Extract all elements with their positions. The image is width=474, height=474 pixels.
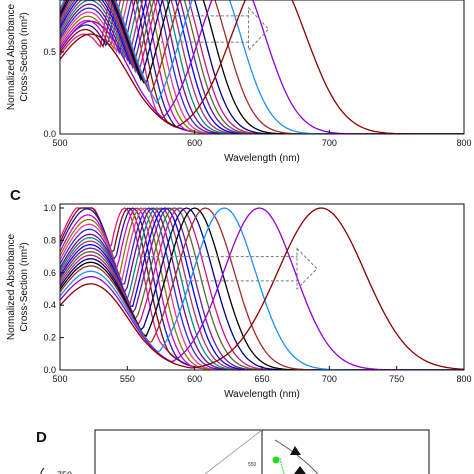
x-tick-label: 600: [187, 138, 202, 148]
x-tick-label: 600: [187, 374, 202, 384]
series-line: [60, 0, 464, 134]
x-tick-label: 700: [322, 374, 337, 384]
y-tick-label: 0.0: [43, 129, 56, 139]
x-tick-label: 800: [456, 138, 471, 148]
x-tick-label: 700: [322, 138, 337, 148]
inset-triangle-marker: [290, 446, 301, 455]
y-tick-label: 0.0: [43, 365, 56, 375]
series-line: [60, 207, 464, 370]
plot-frame: [59, 0, 465, 135]
x-tick-label: 750: [389, 374, 404, 384]
y-axis-label-line1: Normalized Absorbance: [6, 233, 17, 340]
inset-green-line: [279, 457, 285, 474]
series-line: [60, 207, 464, 370]
series-line: [60, 207, 464, 370]
inset-triangle-marker: [294, 466, 306, 474]
y-tick-label: 0.5: [43, 47, 56, 57]
inset-connector: [204, 429, 263, 474]
series-line: [60, 0, 464, 134]
y-tick-label: 1.0: [43, 203, 56, 213]
x-tick-label: 650: [254, 374, 269, 384]
y-tick-label: 0.6: [43, 268, 56, 278]
x-tick-label: 500: [52, 138, 67, 148]
series-line: [60, 207, 464, 370]
y-axis-label-line2: Cross-Section (nm²): [19, 12, 30, 101]
x-tick-label: 550: [120, 374, 135, 384]
series-line: [60, 207, 464, 370]
series-line: [60, 207, 464, 370]
inset-tick-label: 550: [248, 462, 257, 468]
x-axis-label: Wavelength (nm): [224, 389, 300, 400]
inset-green-marker: [272, 456, 280, 464]
y-tick-label: 0.8: [43, 235, 56, 245]
series-line: [60, 0, 464, 134]
inset-curve: [274, 439, 319, 474]
series-line: [60, 0, 464, 134]
series-line: [60, 0, 464, 134]
series-line: [60, 0, 464, 134]
series-line: [60, 207, 464, 370]
panel-label-c: C: [10, 187, 21, 204]
series-group: [60, 0, 464, 134]
x-tick-label: 500: [52, 374, 67, 384]
y-axis-label-line2: Cross-Section (nm²): [19, 242, 30, 331]
series-line: [60, 0, 464, 134]
y-axis-label-line1: Normalized Absorbance: [6, 3, 17, 110]
y-tick-label: 0.2: [43, 333, 56, 343]
series-line: [60, 207, 464, 370]
y-tick-label: 0.4: [43, 300, 56, 310]
series-line: [60, 207, 464, 370]
series-line: [60, 0, 464, 134]
series-group: [60, 207, 464, 370]
shift-arrow-head: [296, 247, 318, 291]
panel-d-inset-frame: [261, 429, 430, 474]
series-line: [60, 207, 464, 370]
series-line: [60, 207, 464, 370]
x-axis-label: Wavelength (nm): [224, 153, 300, 164]
x-tick-label: 800: [456, 374, 471, 384]
series-line: [60, 0, 464, 134]
chart-panel-c: 500 550 600 650 700 750 800 0.0 0.2 0.4 0.6 0.8 1.0 W…: [6, 203, 472, 400]
panel-label-d: D: [36, 429, 47, 446]
series-line: [60, 207, 464, 370]
chart-panel-b: 500 600 700 800 0.0 0.5 Wavelength (nm) Normali…: [6, 0, 472, 164]
panel-d-bracket: [40, 467, 45, 474]
series-line: [60, 0, 464, 134]
panel-d-y-tick: 750: [57, 470, 72, 474]
